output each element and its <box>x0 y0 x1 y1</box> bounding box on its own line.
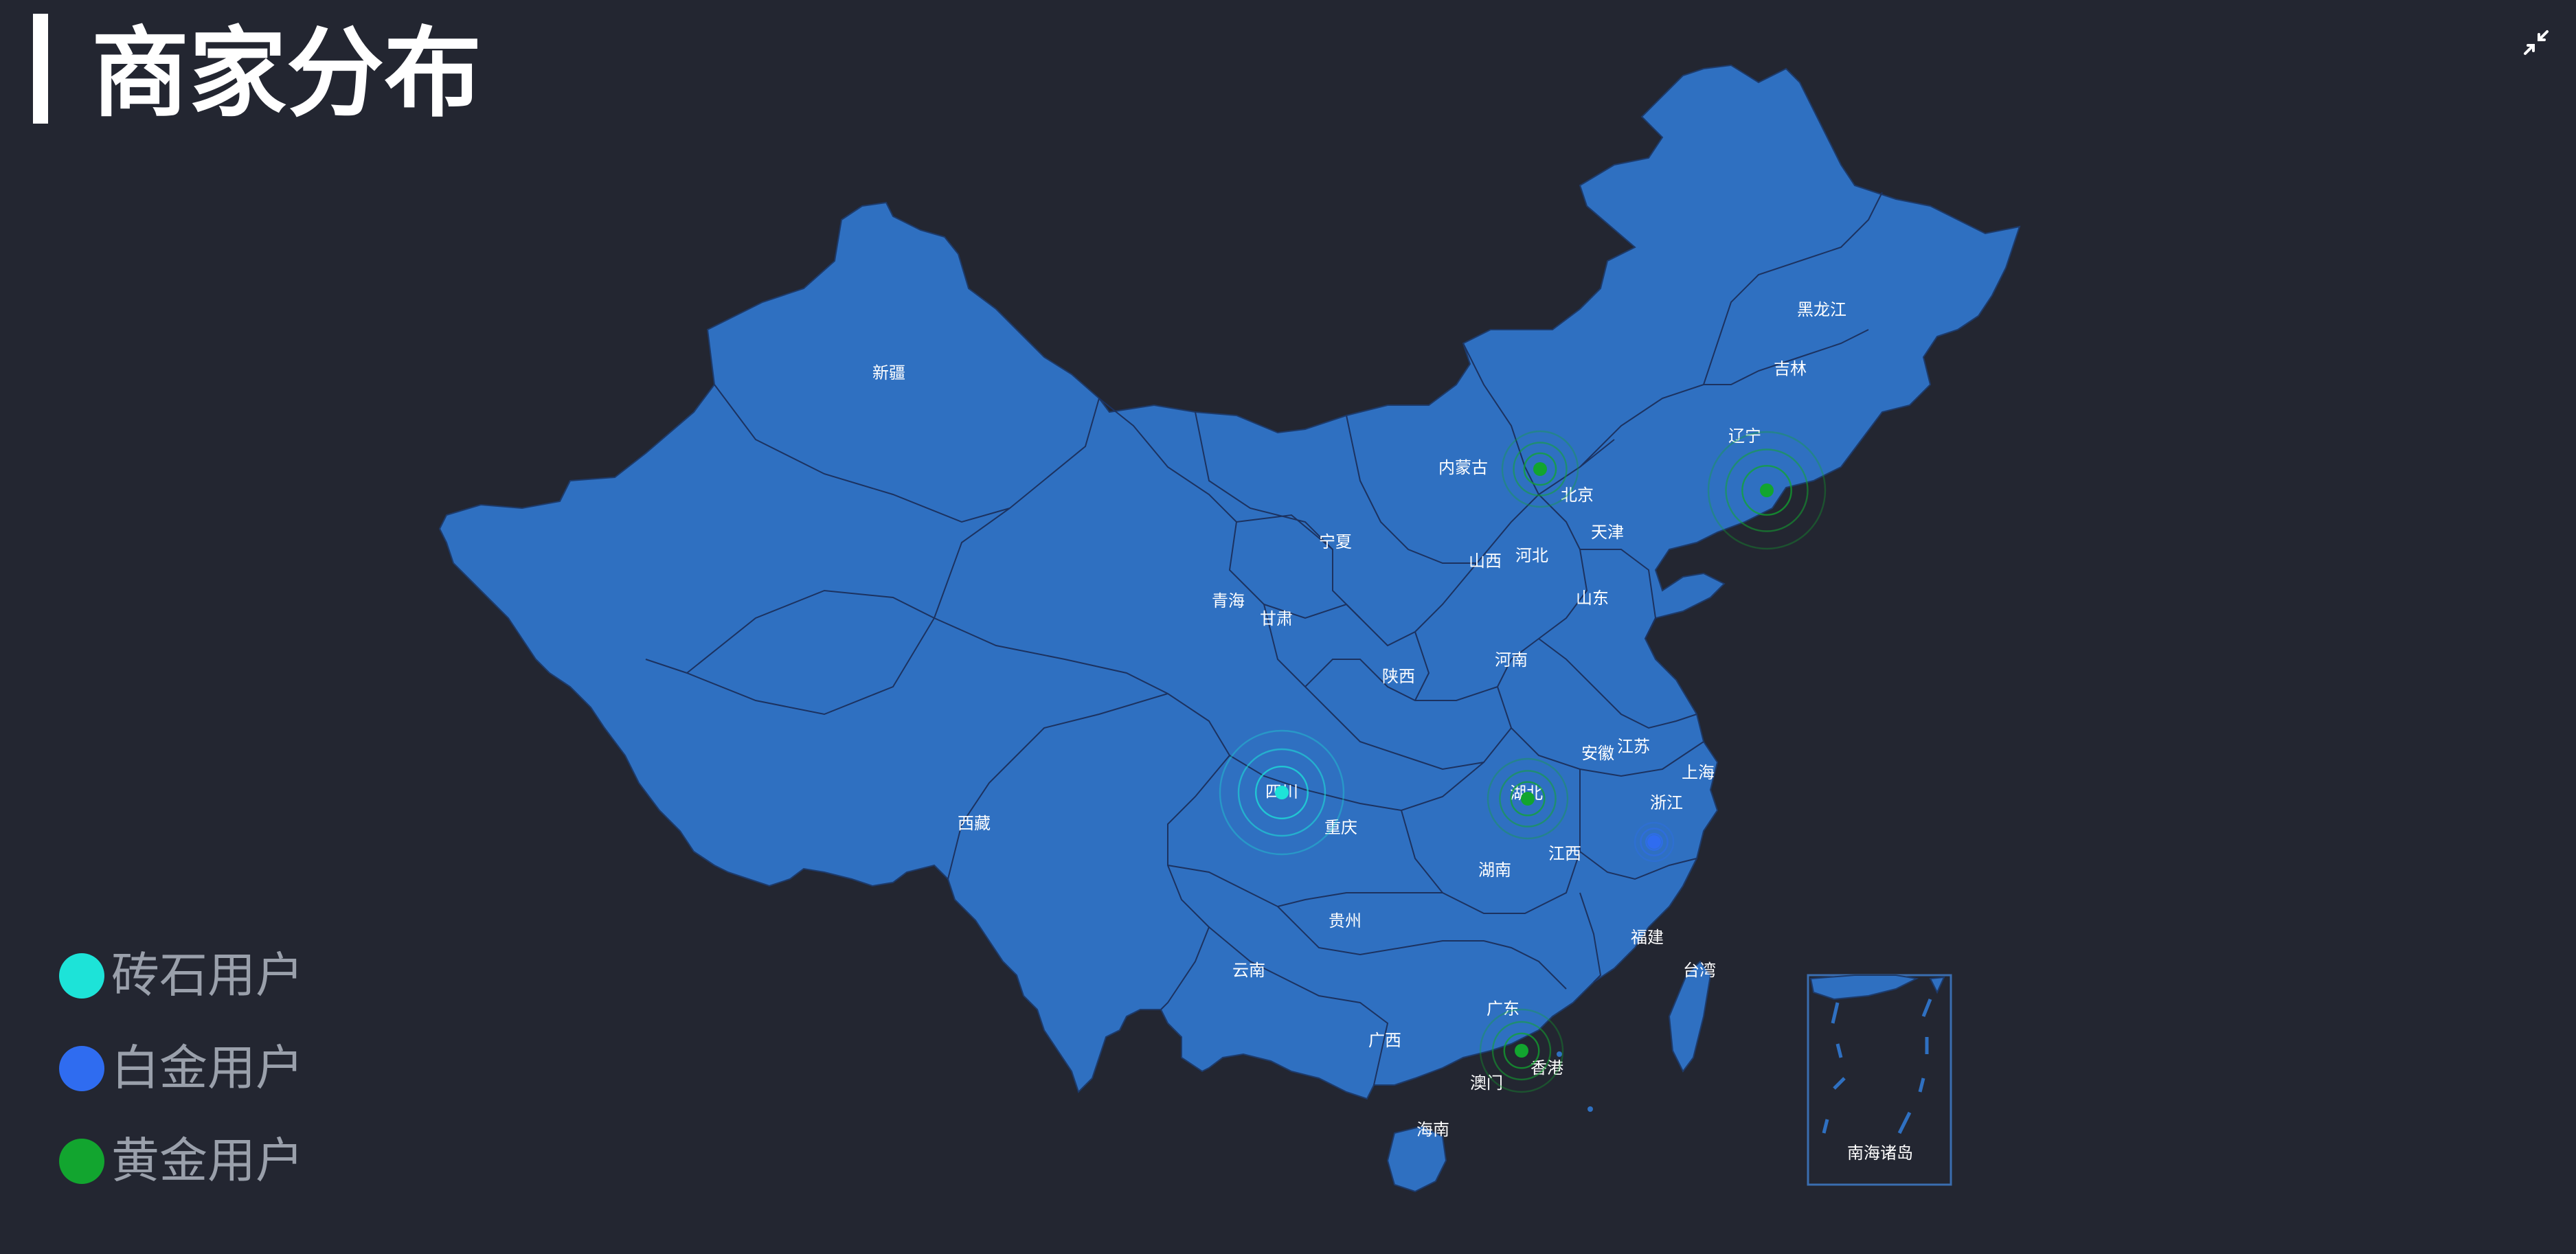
hainan-island <box>1386 1125 1447 1193</box>
south-china-sea-inset: 南海诸岛 <box>1807 974 1952 1186</box>
province-label[interactable]: 吉林 <box>1774 359 1807 378</box>
province-label[interactable]: 江苏 <box>1617 737 1650 756</box>
marker-白金用户[interactable] <box>1634 821 1675 863</box>
legend-item-gold[interactable]: 黄金用户 <box>56 1126 345 1202</box>
province-label[interactable]: 广东 <box>1487 999 1519 1018</box>
province-label[interactable]: 北京 <box>1561 486 1594 505</box>
page-title: 商家分布 <box>91 17 482 130</box>
legend-label: 砖石用户 <box>111 947 304 1003</box>
province-label[interactable]: 黑龙江 <box>1797 300 1846 319</box>
province-label[interactable]: 山东 <box>1576 589 1609 608</box>
province-label[interactable]: 海南 <box>1416 1120 1449 1139</box>
province-label[interactable]: 甘肃 <box>1260 609 1293 628</box>
merchant-markers <box>1219 430 1827 1093</box>
province-label[interactable]: 陕西 <box>1382 667 1415 686</box>
province-labels: 黑龙江吉林辽宁内蒙古北京天津河北山西山东宁夏青海甘肃陕西河南江苏安徽上海湖北四川… <box>872 300 1846 1139</box>
province-label[interactable]: 安徽 <box>1581 744 1614 763</box>
legend-item-diamond[interactable]: 砖石用户 <box>56 941 345 1016</box>
legend-label: 白金用户 <box>111 1040 304 1096</box>
china-landmass <box>438 64 2021 1100</box>
province-label[interactable]: 宁夏 <box>1319 532 1352 551</box>
title-accent-bar <box>33 14 48 124</box>
province-label[interactable]: 辽宁 <box>1728 426 1761 446</box>
province-label[interactable]: 广西 <box>1368 1031 1401 1050</box>
marker-黄金用户[interactable] <box>1479 1008 1564 1093</box>
province-label[interactable]: 西藏 <box>958 814 991 833</box>
legend-label: 黄金用户 <box>111 1132 304 1189</box>
province-label[interactable]: 青海 <box>1212 591 1245 611</box>
province-label[interactable]: 云南 <box>1232 961 1265 980</box>
inset-label: 南海诸岛 <box>1847 1143 1913 1163</box>
province-label[interactable]: 湖南 <box>1478 860 1511 880</box>
legend-dot-icon <box>59 953 104 999</box>
province-label[interactable]: 重庆 <box>1324 818 1357 837</box>
province-label[interactable]: 澳门 <box>1470 1073 1503 1093</box>
province-label[interactable]: 江西 <box>1548 844 1581 863</box>
province-label[interactable]: 河北 <box>1515 546 1548 565</box>
shrink-icon[interactable] <box>2521 27 2551 58</box>
province-label[interactable]: 新疆 <box>872 363 905 383</box>
taiwan-island <box>1668 960 1712 1073</box>
marker-黄金用户[interactable] <box>1707 431 1827 550</box>
legend-dot-icon <box>59 1046 104 1091</box>
legend-dot-icon <box>59 1139 104 1184</box>
province-label[interactable]: 福建 <box>1631 928 1664 947</box>
marker-黄金用户[interactable] <box>1501 430 1579 508</box>
province-label[interactable]: 河南 <box>1495 650 1528 670</box>
legend-item-platinum[interactable]: 白金用户 <box>56 1034 345 1109</box>
province-label[interactable]: 台湾 <box>1683 961 1716 980</box>
marker-黄金用户[interactable] <box>1487 757 1569 840</box>
province-label[interactable]: 贵州 <box>1329 911 1362 931</box>
province-label[interactable]: 上海 <box>1682 763 1715 782</box>
province-borders <box>645 192 1883 1086</box>
province-label[interactable]: 山西 <box>1469 551 1502 571</box>
province-label[interactable]: 内蒙古 <box>1438 458 1488 477</box>
province-label[interactable]: 天津 <box>1591 523 1624 542</box>
marker-砖石用户[interactable] <box>1219 729 1345 856</box>
province-label[interactable]: 浙江 <box>1650 793 1683 812</box>
